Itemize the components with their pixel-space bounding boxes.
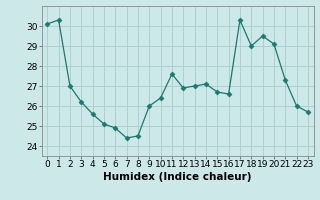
X-axis label: Humidex (Indice chaleur): Humidex (Indice chaleur) (103, 172, 252, 182)
